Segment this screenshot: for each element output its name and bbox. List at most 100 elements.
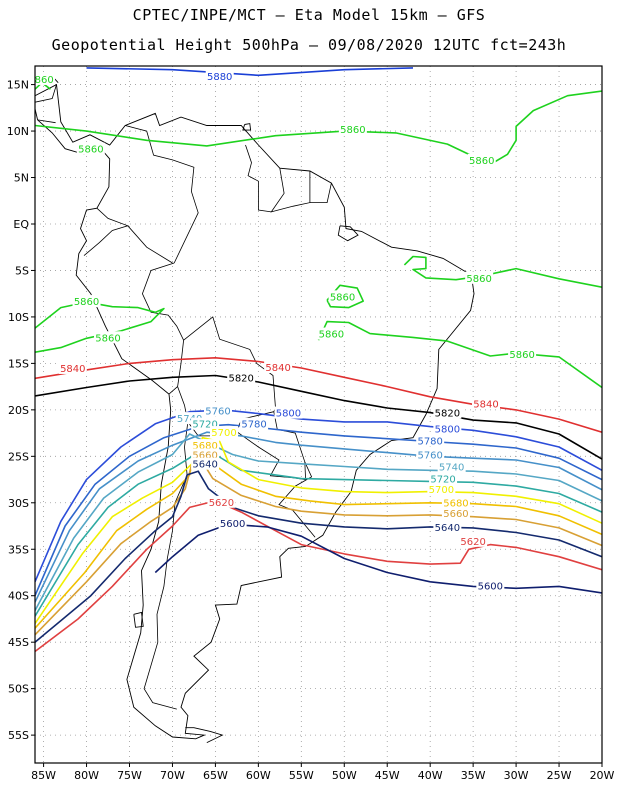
lon-tick-label: 55W [289,769,314,782]
contour-label-5740: 5740 [177,414,202,425]
header-title-line1: CPTEC/INPE/MCT — Eta Model 15km — GFS [132,6,486,24]
lon-tick-label: 70W [160,769,185,782]
contour-label-5600: 5600 [220,519,245,530]
contour-label-bg [433,422,462,435]
contour-5600 [154,523,602,594]
contour-label-bg [467,153,496,166]
contour-label-bg [207,495,236,508]
lon-tick-label: 85W [31,769,56,782]
contour-5780 [35,423,602,597]
country-border [125,125,199,264]
country-border [37,119,56,124]
contour-label-5840: 5840 [60,364,85,375]
contour-label-5760: 5760 [205,407,230,418]
country-border [278,461,316,538]
lat-tick-label: 50S [8,683,29,696]
contour-label-bg [240,417,269,430]
contour-label-bg [441,496,470,509]
contour-label-bg [58,361,87,374]
contour-5860 [35,301,165,353]
contour-label-5820: 5820 [435,409,460,420]
lat-tick-label: 10N [7,125,29,138]
contour-5820 [35,374,602,460]
map-frame [34,65,603,764]
lat-tick-label: 35S [8,543,29,556]
contour-label-5640: 5640 [192,460,217,471]
contour-label-5860: 5860 [28,75,53,86]
contour-label-bg [508,348,537,361]
contour-label-5680: 5680 [192,441,217,452]
country-border [35,84,57,103]
lat-tick-label: 40S [8,590,29,603]
lon-tick-label: 20W [590,769,615,782]
contour-label-bg [338,123,367,136]
lon-tick-label: 65W [203,769,228,782]
country-border [127,225,173,264]
contour-label-bg [416,448,445,461]
contour-label-bg [433,520,462,533]
contour-label-bg [210,426,238,439]
contour-5720 [35,451,602,617]
country-border [245,144,272,213]
contour-label-bg [205,70,234,83]
contour-label-5860: 5860 [319,330,344,341]
contour-label-bg [203,404,232,417]
contour-label-5720: 5720 [192,420,217,431]
country-border [270,168,311,213]
contour-label-5620: 5620 [460,537,485,548]
contour-5760 [35,431,602,603]
latitude-axis: 15N 10N 5N EQ 5S 10S 15S 20S 25S 30S 35S 40S 45S 50S 5… [7,79,35,742]
contour-label-bg [427,482,456,495]
lat-tick-label: 5S [15,264,29,277]
contour-label-bg [191,457,220,470]
contour-label-bg [35,72,56,85]
contour-label-bg [317,327,346,340]
lat-tick-label: 15N [7,79,29,92]
contour-label-5840: 5840 [473,399,498,410]
contour-label-5680: 5680 [443,499,468,510]
contour-5740 [35,433,602,611]
contour-label-5860: 5860 [469,156,494,167]
contour-label-bg [72,295,101,308]
contour-label-bg [76,142,105,155]
contour-label-5860: 5860 [95,333,120,344]
contour-5660 [35,461,602,636]
contour-5860 [317,320,602,389]
lat-tick-label: 30S [8,497,29,510]
contour-label-5640: 5640 [435,523,460,534]
contour-label-5760: 5760 [417,450,442,461]
lon-tick-label: 45W [375,769,400,782]
contour-label-5880: 5880 [207,72,232,83]
contour-label-bg [94,331,123,344]
contour-5620 [35,500,602,653]
contour-label-5660: 5660 [192,450,217,461]
lat-tick-label: 10S [8,311,29,324]
contour-5840 [35,357,602,433]
lat-tick-label: 20S [8,404,29,417]
contour-label-bg [433,406,462,419]
lat-tick-label: 55S [8,729,29,742]
contour-label-5860: 5860 [509,350,534,361]
contour-label-5860: 5860 [330,292,355,303]
contour-label-5660: 5660 [443,509,468,520]
contour-label-bg [218,517,247,530]
contour-label-5700: 5700 [429,485,454,496]
island-outline [133,611,144,628]
lat-tick-label: EQ [13,218,29,231]
contour-label-bg [459,534,488,547]
lon-tick-label: 40W [418,769,443,782]
contour-label-bg [274,406,303,419]
contour-label-bg [437,460,466,473]
contour-label-5860: 5860 [340,125,365,136]
contour-label-bg [441,506,470,519]
lon-tick-label: 75W [117,769,142,782]
contour-label-bg [416,434,445,447]
contour-5860 [403,255,602,288]
contour-label-5700: 5700 [211,428,236,439]
contour-label-5620: 5620 [209,498,234,509]
contour-label-bg [328,290,357,303]
contour-label-5780: 5780 [417,436,442,447]
contour-label-5600: 5600 [478,581,503,592]
lat-tick-label: 15S [8,357,29,370]
